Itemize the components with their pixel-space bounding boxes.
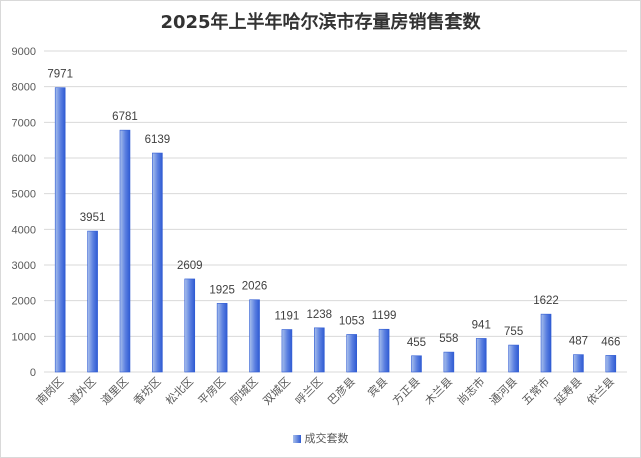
bar [249,299,260,373]
data-label: 558 [439,333,458,345]
x-tick-label: 延寿县 [551,374,584,407]
data-label: 1238 [307,309,333,321]
x-tick-label: 五常市 [519,374,552,407]
data-label: 466 [601,336,620,348]
data-label: 2609 [177,260,203,272]
bar [54,87,66,373]
bar [475,338,487,373]
bar [184,278,196,373]
legend-label: 成交套数 [304,432,349,445]
bar [443,351,455,373]
data-label: 941 [472,319,491,331]
y-tick-label: 6000 [12,153,36,165]
data-label: 1199 [372,310,397,322]
x-tick-label: 平房区 [196,375,229,408]
data-label: 755 [504,326,523,338]
bar [152,152,163,373]
x-tick-label: 宾县 [365,374,390,399]
y-tick-label: 2000 [12,296,36,308]
y-tick-label: 0 [30,367,36,379]
data-label: 455 [407,337,426,349]
bar [314,327,325,373]
y-tick-label: 5000 [12,189,36,201]
y-tick-label: 8000 [12,82,36,94]
data-label: 1191 [275,311,300,323]
x-tick-label: 木兰县 [422,375,455,408]
data-label: 6781 [112,111,138,123]
x-tick-label: 松北区 [163,374,196,407]
bar [119,129,131,373]
x-tick-label: 呼兰区 [293,375,326,408]
x-tick-label: 方正县 [389,374,422,407]
data-label: 1622 [533,295,559,307]
y-tick-label: 1000 [12,331,36,343]
data-label: 3951 [80,212,106,224]
bar [281,329,293,373]
data-label: 1925 [209,284,235,296]
bar [216,303,228,373]
chart-title: 2025年上半年哈尔滨市存量房销售套数 [160,12,481,33]
y-tick-label: 7000 [12,117,36,129]
data-label: 487 [569,336,588,348]
y-tick-label: 4000 [12,224,36,236]
x-tick-label: 双城区 [261,375,294,408]
legend: 成交套数 [0,430,641,446]
data-label: 7971 [47,69,73,81]
bar [411,355,422,373]
bar [378,328,390,373]
x-tick-label: 阿城区 [228,375,261,408]
data-label: 1053 [339,315,365,327]
x-tick-label: 依兰县 [584,375,617,408]
x-tick-label: 道里区 [98,374,131,407]
y-tick-label: 3000 [12,260,36,272]
x-tick-label: 香坊区 [130,374,163,407]
bar [540,313,552,373]
x-tick-label: 巴彦县 [325,374,358,407]
legend-swatch [292,435,301,443]
x-tick-label: 道外区 [65,374,98,407]
x-tick-label: 通河县 [487,375,520,408]
data-label: 6139 [145,134,171,146]
x-tick-label: 南岗区 [34,375,67,408]
data-label: 2026 [242,281,268,293]
bar [346,334,357,373]
y-tick-label: 9000 [12,46,36,58]
bar [87,230,98,373]
bar [573,354,584,373]
bar [508,344,519,373]
x-tick-label: 尚志市 [454,374,487,407]
bar [605,355,617,373]
